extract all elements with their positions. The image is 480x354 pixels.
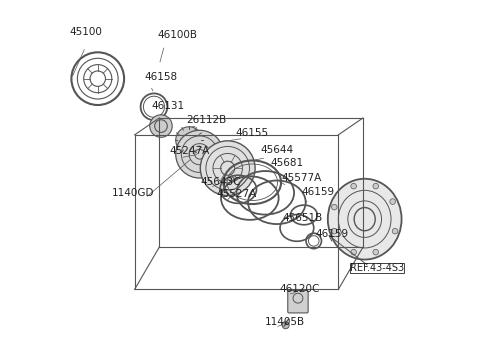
Text: 45577A: 45577A (281, 172, 322, 183)
Text: 45681: 45681 (271, 159, 304, 169)
FancyBboxPatch shape (288, 290, 308, 313)
Circle shape (351, 183, 357, 189)
Text: 46159: 46159 (301, 187, 335, 197)
Text: 11405B: 11405B (265, 317, 305, 327)
Text: REF.43-4S3: REF.43-4S3 (349, 263, 404, 273)
Text: 46159: 46159 (315, 229, 348, 239)
Circle shape (392, 228, 398, 234)
Circle shape (332, 204, 337, 210)
Ellipse shape (176, 127, 203, 154)
Text: 46155: 46155 (236, 127, 269, 138)
Ellipse shape (328, 179, 402, 259)
Text: 46131: 46131 (152, 101, 185, 110)
Ellipse shape (150, 115, 172, 137)
Circle shape (390, 199, 396, 204)
Text: 26112B: 26112B (187, 115, 227, 125)
Text: 46158: 46158 (144, 73, 178, 82)
Text: 45643C: 45643C (201, 177, 241, 187)
Text: 45247A: 45247A (169, 146, 209, 156)
Circle shape (373, 183, 379, 189)
Text: 45651B: 45651B (283, 213, 323, 223)
Circle shape (351, 249, 357, 255)
Circle shape (373, 249, 379, 255)
Text: 45644: 45644 (260, 145, 293, 155)
Text: 45527A: 45527A (216, 189, 256, 199)
Text: 46100B: 46100B (157, 30, 197, 40)
Ellipse shape (200, 141, 255, 196)
Text: 1140GD: 1140GD (112, 188, 154, 198)
Text: 45100: 45100 (70, 27, 103, 37)
Circle shape (282, 322, 289, 329)
Circle shape (332, 228, 337, 234)
Text: 46120C: 46120C (279, 284, 320, 294)
Ellipse shape (176, 130, 224, 178)
